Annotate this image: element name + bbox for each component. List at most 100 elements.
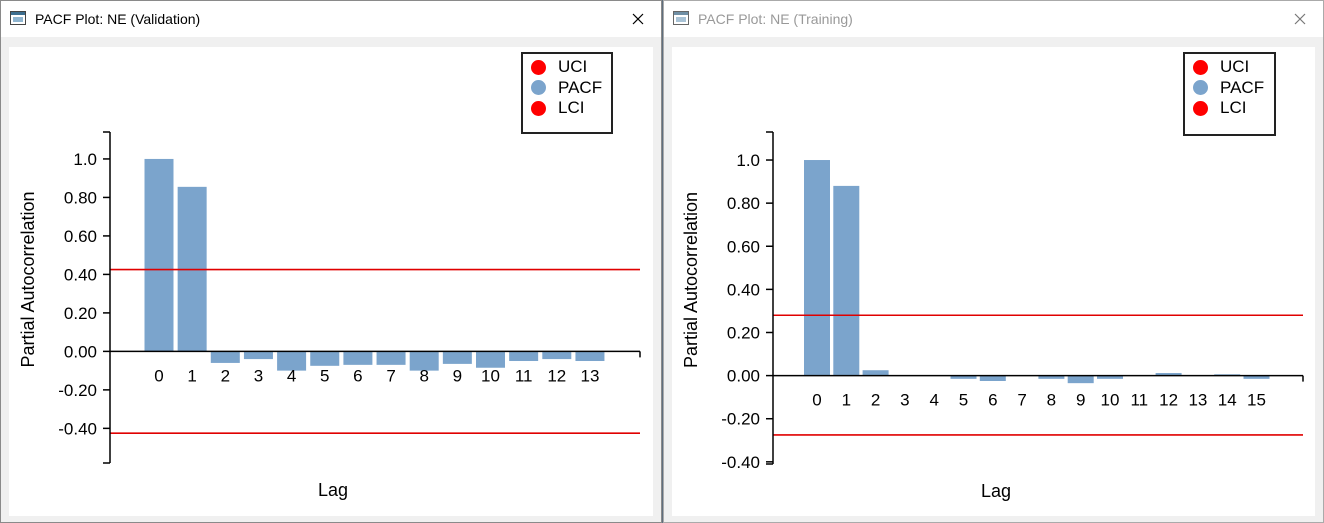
chart-legend: UCI PACF LCI	[521, 52, 613, 134]
window-pacf-training[interactable]: PACF Plot: NE (Training) -0.40 -0.20 0.00 0…	[663, 0, 1324, 523]
legend-marker	[531, 59, 546, 75]
window-pacf-validation[interactable]: PACF Plot: NE (Validation) -0.40 -0.20 0.0…	[0, 0, 662, 523]
pacf-bar	[310, 351, 340, 366]
x-tick-label: 9	[453, 366, 462, 385]
x-axis-label: Lag	[981, 481, 1011, 501]
legend-marker	[531, 100, 546, 116]
x-tick-label: 2	[221, 366, 230, 385]
pacf-bar	[509, 351, 539, 362]
pacf-bar	[575, 351, 605, 362]
x-tick-label: 5	[320, 366, 329, 385]
y-tick-label: 0.40	[727, 280, 760, 299]
x-tick-label: 6	[353, 366, 362, 385]
y-tick-label: 0.20	[64, 304, 97, 323]
pacf-bar	[442, 351, 472, 364]
x-tick-label: 7	[1017, 391, 1026, 410]
pacf-chart: -0.40-0.200.000.200.400.600.801.00 1 2 3 4 5 6…	[681, 131, 1304, 501]
legend-label: UCI	[558, 57, 588, 77]
close-button[interactable]	[615, 1, 661, 37]
x-tick-label: 2	[871, 391, 880, 410]
legend-marker	[531, 80, 546, 96]
x-tick-label: 5	[959, 391, 968, 410]
legend-item-uci: UCI	[531, 57, 603, 78]
x-tick-label: 6	[988, 391, 997, 410]
x-tick-label: 11	[1130, 391, 1148, 410]
title-bar[interactable]: PACF Plot: NE (Training)	[664, 1, 1323, 37]
y-tick-label: 0.60	[64, 227, 97, 246]
y-tick-label: -0.20	[58, 381, 97, 400]
pacf-bar	[1067, 375, 1094, 384]
chart-area: -0.40 -0.20 0.00 0.20 0.40 0.60 0.80 1.0 0 1 2 3 4 5 6…	[672, 47, 1315, 516]
title-bar[interactable]: PACF Plot: NE (Validation)	[1, 1, 661, 37]
window-app-icon	[10, 11, 26, 25]
pacf-bar	[1038, 375, 1065, 379]
x-tick-label: 3	[900, 391, 909, 410]
pacf-bar	[376, 351, 406, 365]
x-tick-label: 11	[515, 366, 533, 385]
legend-item-pacf: PACF	[531, 78, 603, 99]
y-tick-label: 0.20	[727, 323, 760, 342]
legend-marker	[1193, 59, 1208, 75]
x-tick-label: 12	[547, 366, 566, 385]
y-tick-label: 0.00	[64, 342, 97, 361]
legend-label: PACF	[1220, 77, 1265, 97]
x-tick-label: 13	[1188, 391, 1207, 410]
y-tick-label: 0.80	[64, 188, 97, 207]
pacf-bar	[343, 351, 373, 365]
x-tick-label: 1	[842, 391, 851, 410]
y-axis-label: Partial Autocorrelation	[18, 191, 38, 367]
chart-legend: UCI PACF LCI	[1183, 52, 1276, 136]
x-tick-label: 4	[929, 391, 938, 410]
legend-label: PACF	[558, 77, 603, 97]
window-app-icon	[673, 11, 689, 25]
pacf-bar	[1097, 375, 1123, 379]
legend-label: LCI	[558, 98, 585, 118]
pacf-bar	[210, 351, 240, 363]
pacf-bar	[1243, 375, 1270, 379]
pacf-bar	[950, 375, 977, 379]
close-button[interactable]	[1277, 1, 1323, 37]
pacf-bar	[833, 185, 860, 376]
legend-item-uci: UCI	[1193, 57, 1266, 78]
y-tick-label: 1.0	[736, 151, 760, 170]
x-tick-label: 10	[1101, 391, 1120, 410]
pacf-chart: -0.40-0.200.000.200.400.600.801.00 1 2 3 4 5 6…	[18, 131, 641, 500]
x-tick-label: 15	[1247, 391, 1266, 410]
legend-label: UCI	[1220, 57, 1250, 77]
pacf-bar	[476, 351, 505, 368]
close-icon	[632, 13, 644, 25]
x-tick-label: 12	[1159, 391, 1178, 410]
legend-marker	[1193, 100, 1208, 116]
y-tick-label: 0.40	[64, 265, 97, 284]
y-tick-label: 0.00	[727, 367, 760, 386]
x-tick-label: 10	[481, 366, 500, 385]
y-tick-label: -0.40	[58, 419, 97, 438]
y-tick-label: 0.60	[727, 237, 760, 256]
window-title: PACF Plot: NE (Training)	[698, 11, 853, 27]
x-tick-label: 0	[812, 391, 821, 410]
x-tick-label: 7	[386, 366, 395, 385]
x-tick-label: 8	[419, 366, 428, 385]
pacf-bar	[979, 375, 1006, 381]
x-tick-label: 0	[154, 366, 163, 385]
chart-area: -0.40 -0.20 0.00 0.20 0.40 0.60 0.80 1.0 0 1 2 3 4 5 6…	[9, 47, 653, 516]
y-tick-label: -0.20	[721, 410, 760, 429]
close-icon	[1294, 13, 1306, 25]
x-tick-label: 1	[187, 366, 196, 385]
x-tick-label: 4	[287, 366, 296, 385]
window-title: PACF Plot: NE (Validation)	[35, 11, 201, 27]
legend-item-pacf: PACF	[1193, 78, 1266, 99]
y-tick-label: -0.40	[721, 453, 760, 472]
pacf-bar	[1155, 373, 1182, 376]
pacf-bar	[542, 351, 572, 360]
legend-marker	[1193, 80, 1208, 96]
x-tick-label: 3	[254, 366, 263, 385]
pacf-bar	[409, 351, 439, 371]
pacf-bar	[862, 370, 889, 376]
x-tick-label: 9	[1076, 391, 1085, 410]
y-tick-label: 1.0	[73, 150, 97, 169]
pacf-bar	[243, 351, 273, 360]
legend-item-lci: LCI	[531, 98, 603, 119]
y-tick-label: 0.80	[727, 194, 760, 213]
y-axis-label: Partial Autocorrelation	[681, 192, 701, 368]
